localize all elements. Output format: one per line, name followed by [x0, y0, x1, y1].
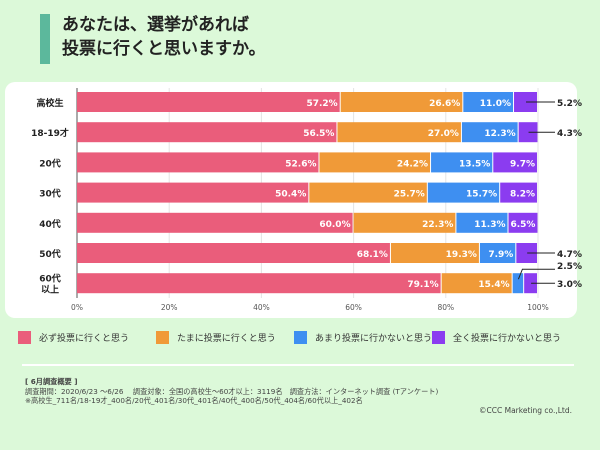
data-label: 8.2%	[510, 190, 535, 200]
copyright: ©CCC Marketing co.,Ltd.	[479, 406, 572, 415]
summary-heading: [ 6月調査概要 ]	[25, 377, 78, 386]
bar-segment	[340, 92, 463, 112]
summary-line: ※高校生_711名/18-19才_400名/20代_401名/30代_401名/…	[25, 396, 363, 405]
category-label: 高校生	[36, 97, 63, 109]
bar-segment	[77, 92, 340, 112]
data-label: 22.3%	[422, 220, 453, 230]
data-label: 6.5%	[510, 220, 535, 230]
bar-segment	[390, 243, 479, 263]
data-label: 19.3%	[446, 250, 477, 260]
x-tick-label: 60%	[345, 303, 362, 312]
data-label: 4.3%	[557, 129, 582, 139]
legend-swatch	[432, 331, 445, 344]
bar-segment	[309, 182, 427, 203]
data-label: 26.6%	[429, 99, 460, 109]
legend-swatch	[294, 331, 307, 344]
data-label: 2.5%	[557, 262, 582, 272]
title-accent-bar	[40, 14, 50, 64]
stacked-bar-chart: 0% 20% 40% 60% 80% 100% 高校生 57.2% 26.6% 11.0% 5.2%…	[31, 88, 582, 312]
x-tick-label: 0%	[71, 303, 83, 312]
bar-segment	[514, 92, 537, 112]
bar-segment	[512, 273, 524, 294]
bar-segment	[427, 182, 500, 203]
legend-item: 必ず投票に行くと思う	[18, 331, 156, 344]
callout-line	[517, 268, 555, 280]
bar-segment	[77, 122, 337, 143]
bar-segment	[77, 212, 353, 233]
data-label: 11.0%	[480, 99, 511, 109]
bar-segment	[456, 212, 508, 233]
category-label: 以上	[41, 284, 59, 296]
data-label: 56.5%	[303, 129, 334, 139]
category-label: 40代	[39, 218, 61, 230]
bar-segment	[337, 122, 461, 143]
data-label: 4.7%	[557, 250, 582, 260]
data-label: 79.1%	[407, 280, 438, 290]
category-label: 60代	[39, 273, 61, 285]
survey-summary: [ 6月調査概要 ] 調査期間：2020/6/23 ～6/26 調査対象：全国の…	[25, 377, 438, 406]
data-label: 11.3%	[474, 220, 505, 230]
x-tick-label: 100%	[527, 303, 548, 312]
data-label: 9.7%	[510, 159, 535, 169]
data-label: 13.5%	[459, 159, 490, 169]
data-label: 68.1%	[357, 250, 388, 260]
data-label: 50.4%	[275, 190, 306, 200]
data-label: 12.3%	[484, 129, 515, 139]
data-label: 3.0%	[557, 280, 582, 290]
legend-item: あまり投票に行かないと思う	[294, 331, 432, 344]
bar-segment	[77, 152, 319, 173]
bar-segment	[431, 152, 493, 173]
x-tick-label: 80%	[437, 303, 454, 312]
bar-segment	[441, 273, 512, 294]
data-label: 25.7%	[394, 190, 425, 200]
bar-segment	[500, 182, 537, 203]
summary-line: 調査期間：2020/6/23 ～6/26 調査対象：全国の高校生～60才以上：3…	[25, 386, 439, 396]
bar-segment	[524, 273, 537, 294]
legend-label: 必ず投票に行くと思う	[39, 334, 130, 344]
category-label: 18-19才	[31, 127, 69, 139]
bar-segment	[319, 152, 431, 173]
bar-segment	[463, 92, 514, 112]
bar-segment	[518, 122, 538, 143]
data-label: 57.2%	[306, 99, 337, 109]
page-title: あなたは、選挙があれば 投票に行くと思いますか。	[62, 13, 266, 61]
title-line-2: 投票に行くと思いますか。	[62, 39, 266, 59]
data-label: 15.7%	[466, 190, 497, 200]
bar-segment	[493, 152, 537, 173]
legend-item: 全く投票に行かないと思う	[432, 331, 570, 344]
data-label: 5.2%	[557, 99, 582, 109]
bar-segment	[77, 243, 390, 263]
legend-swatch	[156, 331, 169, 344]
data-label: 27.0%	[428, 129, 459, 139]
bar-segment	[353, 212, 456, 233]
bar-segment	[479, 243, 516, 263]
legend-item: たまに投票に行くと思う	[156, 331, 294, 344]
data-label: 60.0%	[319, 220, 350, 230]
x-tick-label: 20%	[161, 303, 178, 312]
legend-label: あまり投票に行かないと思う	[315, 334, 433, 344]
legend-label: たまに投票に行くと思う	[177, 334, 276, 344]
legend-label: 全く投票に行かないと思う	[453, 334, 562, 344]
data-label: 24.2%	[397, 159, 428, 169]
divider	[22, 364, 574, 366]
data-label: 15.4%	[478, 280, 509, 290]
bar-segment	[508, 212, 538, 233]
category-label: 20代	[39, 157, 61, 169]
data-label: 7.9%	[488, 250, 513, 260]
bar-segment	[516, 243, 537, 263]
category-label: 50代	[39, 248, 61, 260]
bar-segment	[461, 122, 518, 143]
bar-segment	[77, 273, 441, 294]
legend-swatch	[18, 331, 31, 344]
title-line-1: あなたは、選挙があれば	[62, 15, 249, 35]
legend: 必ず投票に行くと思う たまに投票に行くと思う あまり投票に行かないと思う 全く投…	[18, 331, 570, 344]
x-tick-label: 40%	[253, 303, 270, 312]
category-label: 30代	[39, 188, 61, 200]
bar-segment	[77, 182, 309, 203]
data-label: 52.6%	[285, 159, 316, 169]
